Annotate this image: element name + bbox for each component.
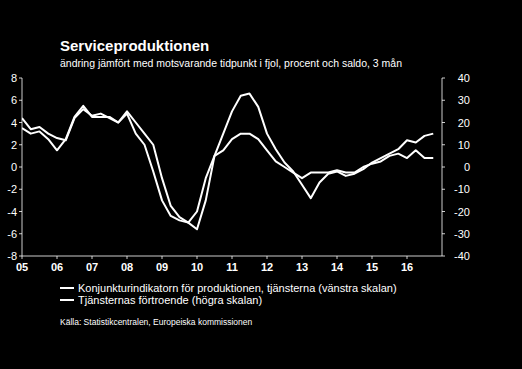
- y-tick: [19, 78, 22, 79]
- y2-tick-label: 30: [458, 94, 470, 106]
- y-tick: [19, 189, 22, 190]
- y-tick: [19, 211, 22, 212]
- y-tick: [19, 122, 22, 123]
- x-tick-label: 16: [401, 261, 413, 273]
- x-tick: [92, 256, 93, 259]
- background: [0, 0, 522, 369]
- y-tick-label: -2: [7, 183, 17, 195]
- x-tick-label: 11: [226, 261, 238, 273]
- x-tick: [302, 256, 303, 259]
- y-tick-label: -4: [7, 206, 17, 218]
- y2-tick: [442, 122, 445, 123]
- y2-tick: [442, 233, 445, 234]
- legend-swatch: [60, 287, 74, 289]
- legend-swatch: [60, 299, 74, 301]
- y2-tick-label: 40: [458, 72, 470, 84]
- y2-tick: [442, 78, 445, 79]
- x-tick: [57, 256, 58, 259]
- y-axis: [22, 78, 23, 256]
- x-tick: [372, 256, 373, 259]
- legend-label: Konjunkturindikatorn för produktionen, t…: [78, 282, 397, 294]
- y2-tick-label: -20: [454, 206, 470, 218]
- x-tick-label: 10: [191, 261, 203, 273]
- x-tick-label: 06: [51, 261, 63, 273]
- x-tick: [162, 256, 163, 259]
- series-line: [22, 94, 433, 230]
- x-tick-label: 15: [366, 261, 378, 273]
- y2-tick-label: -10: [454, 183, 470, 195]
- legend-label: Tjänsternas förtroende (högra skalan): [78, 294, 262, 306]
- subtitle: ändring jämfört med motsvarande tidpunkt…: [60, 57, 402, 69]
- y-tick: [19, 256, 22, 257]
- source: Källa: Statistikcentralen, Europeiska ko…: [60, 317, 253, 327]
- y2-tick-label: 0: [464, 161, 470, 173]
- y2-axis: [442, 78, 443, 256]
- y-tick: [19, 144, 22, 145]
- y2-tick-label: -30: [454, 228, 470, 240]
- x-tick: [22, 256, 23, 259]
- y-tick: [19, 167, 22, 168]
- x-tick: [337, 256, 338, 259]
- y-tick-label: 2: [11, 139, 17, 151]
- title: Serviceproduktionen: [60, 37, 209, 54]
- y2-tick: [442, 167, 445, 168]
- y-tick-label: 6: [11, 94, 17, 106]
- y-tick-label: 0: [11, 161, 17, 173]
- y2-tick: [442, 100, 445, 101]
- y-tick-label: -6: [7, 228, 17, 240]
- chart: Serviceproduktionen ändring jämfört med m…: [0, 0, 522, 369]
- y2-tick: [442, 189, 445, 190]
- y-tick: [19, 100, 22, 101]
- x-tick-label: 05: [16, 261, 28, 273]
- y2-tick: [442, 256, 445, 257]
- plot-area: [22, 94, 433, 230]
- y-tick-label: 4: [11, 117, 17, 129]
- y2-tick-label: 10: [458, 139, 470, 151]
- x-tick-label: 13: [296, 261, 308, 273]
- y2-tick-label: -40: [454, 250, 470, 262]
- x-tick-label: 09: [156, 261, 168, 273]
- y2-tick: [442, 211, 445, 212]
- x-tick: [232, 256, 233, 259]
- x-tick-label: 14: [331, 261, 344, 273]
- x-tick-label: 12: [261, 261, 273, 273]
- x-tick: [127, 256, 128, 259]
- x-tick: [267, 256, 268, 259]
- y2-tick: [442, 144, 445, 145]
- x-tick: [197, 256, 198, 259]
- x-tick-label: 07: [86, 261, 98, 273]
- y2-tick-label: 20: [458, 117, 470, 129]
- y-tick: [19, 233, 22, 234]
- x-tick: [407, 256, 408, 259]
- x-tick-label: 08: [121, 261, 133, 273]
- y-tick-label: 8: [11, 72, 17, 84]
